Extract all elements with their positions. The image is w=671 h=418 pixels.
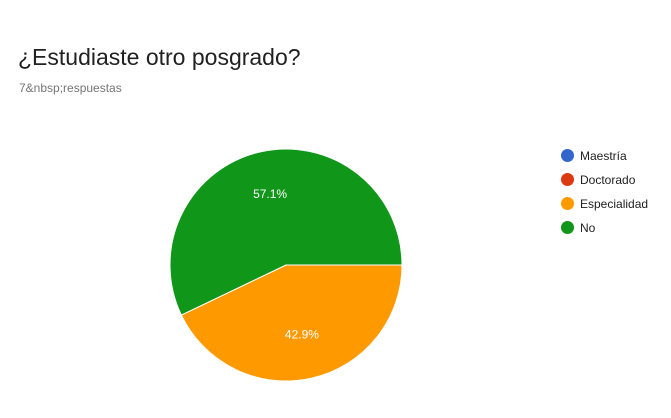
legend-swatch-especialidad bbox=[561, 197, 574, 210]
chart-title: ¿Estudiaste otro posgrado? bbox=[18, 44, 301, 70]
pie-slice-especialidad[interactable] bbox=[180, 264, 403, 382]
legend-item-maestria[interactable]: Maestría bbox=[561, 147, 648, 164]
legend-label-no: No bbox=[580, 220, 596, 235]
legend-item-especialidad[interactable]: Especialidad bbox=[561, 195, 648, 212]
legend-swatch-no bbox=[561, 221, 574, 234]
response-count: 7&nbsp;respuestas bbox=[19, 81, 122, 95]
pie-slice-no[interactable] bbox=[169, 148, 403, 316]
legend-label-maestria: Maestría bbox=[580, 148, 627, 163]
legend-label-doctorado: Doctorado bbox=[580, 172, 636, 187]
legend-item-doctorado[interactable]: Doctorado bbox=[561, 171, 648, 188]
legend-item-no[interactable]: No bbox=[561, 219, 648, 236]
legend-label-especialidad: Especialidad bbox=[580, 196, 649, 211]
legend-swatch-doctorado bbox=[561, 173, 574, 186]
slice-label-no: 57.1% bbox=[253, 187, 287, 201]
slice-label-especialidad: 42.9% bbox=[285, 327, 319, 341]
chart-legend: Maestría Doctorado Especialidad No bbox=[561, 147, 648, 243]
legend-swatch-maestria bbox=[561, 149, 574, 162]
